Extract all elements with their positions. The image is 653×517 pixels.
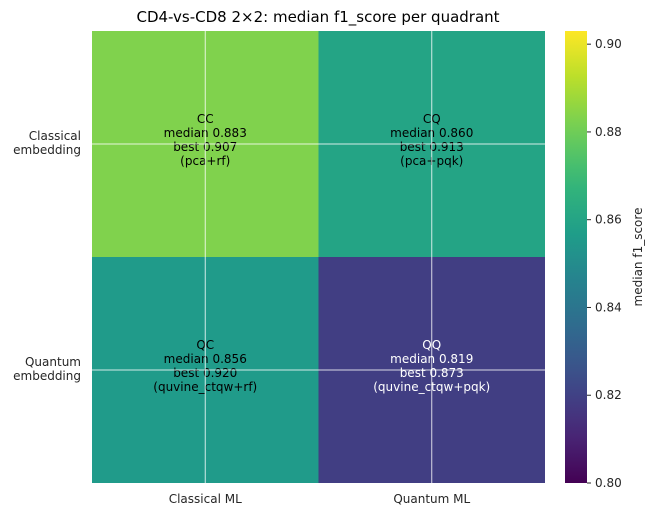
x-tick-label: Classical ML <box>169 492 242 506</box>
gridlines <box>92 31 545 483</box>
y-tick-label: Classical <box>29 129 81 143</box>
colorbar-gradient <box>565 31 587 483</box>
colorbar: 0.80 0.82 0.84 0.86 0.88 0.90 median f1_score <box>565 31 645 490</box>
colorbar-label: median f1_score <box>631 208 645 307</box>
colorbar-tick-label: 0.86 <box>595 213 622 227</box>
colorbar-tick-label: 0.80 <box>595 476 622 490</box>
colorbar-tick-label: 0.82 <box>595 388 622 402</box>
chart-title: CD4-vs-CD8 2×2: median f1_score per quad… <box>136 8 499 27</box>
x-tick-labels: Classical ML Quantum ML <box>169 492 471 506</box>
colorbar-tick-label: 0.88 <box>595 125 622 139</box>
y-tick-label: embedding <box>13 369 81 383</box>
x-tick-label: Quantum ML <box>393 492 470 506</box>
y-tick-label: Quantum <box>25 355 81 369</box>
y-tick-label: embedding <box>13 143 81 157</box>
colorbar-tick-label: 0.90 <box>595 37 622 51</box>
colorbar-tick-label: 0.84 <box>595 300 622 314</box>
